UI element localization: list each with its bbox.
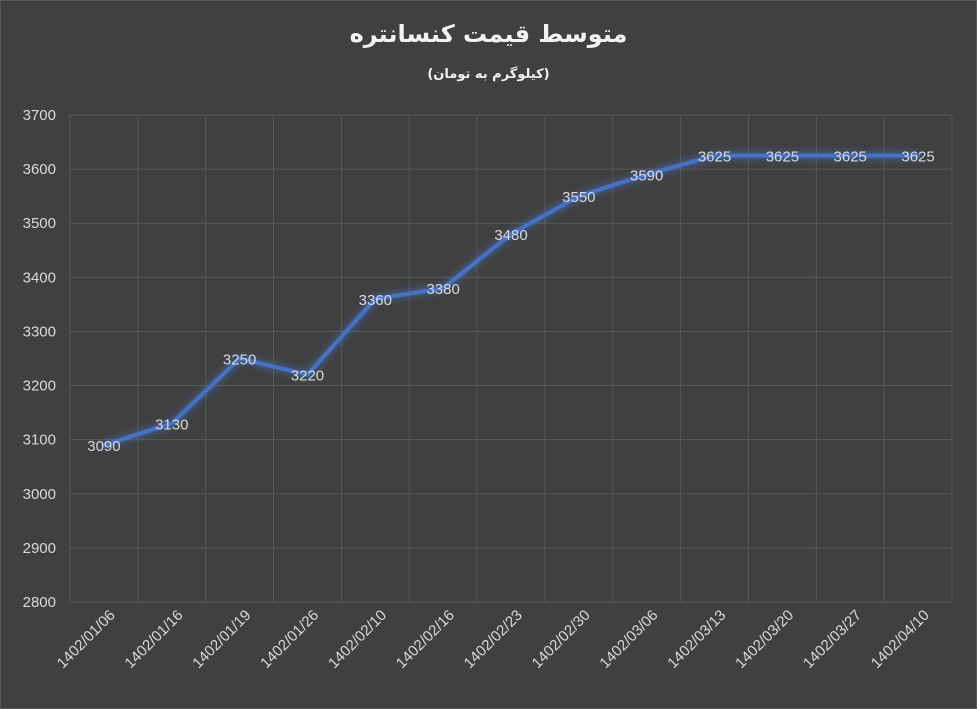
y-tick-label: 3100	[23, 432, 56, 449]
data-label: 3625	[901, 149, 934, 166]
data-point	[441, 286, 445, 290]
x-tick-label: 1402/03/27	[800, 607, 865, 672]
data-label: 3360	[359, 292, 392, 309]
data-point	[509, 232, 513, 236]
data-point	[238, 357, 242, 360]
grid	[69, 114, 953, 603]
data-point	[373, 297, 377, 301]
x-tick-label: 1402/03/06	[596, 607, 661, 672]
chart-subtitle: (کیلوگرم به تومان)	[427, 67, 550, 82]
y-tick-label: 3200	[23, 378, 56, 395]
x-tick-label: 1402/02/16	[393, 607, 458, 672]
y-tick-label: 3300	[23, 323, 56, 340]
y-axis: 2800 2900 3000 3100 3200 3300 3400 3500 3600 3700	[23, 107, 56, 611]
data-point	[780, 154, 784, 158]
data-point	[577, 194, 581, 198]
series-line	[101, 153, 921, 448]
x-tick-label: 1402/01/06	[54, 607, 119, 672]
x-tick-label: 1402/03/20	[732, 607, 797, 672]
data-label: 3130	[155, 416, 188, 433]
x-tick-label: 1402/02/30	[529, 607, 594, 672]
chart-title: متوسط قیمت کنسانتره	[349, 20, 628, 48]
x-tick-label: 1402/04/10	[868, 607, 933, 672]
y-tick-label: 2800	[23, 594, 56, 611]
y-tick-label: 3500	[23, 215, 56, 232]
data-label: 3625	[834, 149, 867, 166]
data-label: 3590	[630, 168, 663, 185]
y-tick-label: 3000	[23, 486, 56, 503]
x-tick-label: 1402/01/16	[121, 607, 186, 672]
x-tick-label: 1402/01/26	[257, 607, 322, 672]
data-label: 3220	[291, 368, 324, 385]
data-point	[102, 443, 106, 447]
data-point	[645, 173, 649, 177]
data-point	[713, 154, 717, 158]
data-label: 3380	[426, 281, 459, 298]
y-tick-label: 3700	[23, 107, 56, 124]
data-labels: 3090 3130 3250 3220 3360 3380 3480 3550 3590 3625…	[87, 149, 935, 455]
data-point	[305, 373, 309, 377]
data-label: 3090	[87, 438, 120, 455]
data-label: 3550	[562, 189, 595, 206]
x-axis: 1402/01/06 1402/01/16 1402/01/19 1402/01/26…	[54, 607, 933, 672]
data-point	[170, 421, 174, 425]
data-label: 3250	[223, 352, 256, 369]
x-tick-label: 1402/03/13	[664, 607, 729, 672]
y-tick-label: 3600	[23, 161, 56, 178]
y-tick-label: 3400	[23, 269, 56, 286]
data-label: 3625	[766, 149, 799, 166]
data-label: 3480	[494, 227, 527, 244]
series-line-group	[101, 153, 921, 448]
x-tick-label: 1402/01/19	[189, 607, 254, 672]
x-tick-label: 1402/02/23	[461, 607, 526, 672]
data-point	[848, 154, 852, 158]
y-tick-label: 2900	[23, 540, 56, 557]
data-label: 3625	[698, 149, 731, 166]
data-point	[916, 154, 920, 158]
x-tick-label: 1402/02/10	[325, 607, 390, 672]
